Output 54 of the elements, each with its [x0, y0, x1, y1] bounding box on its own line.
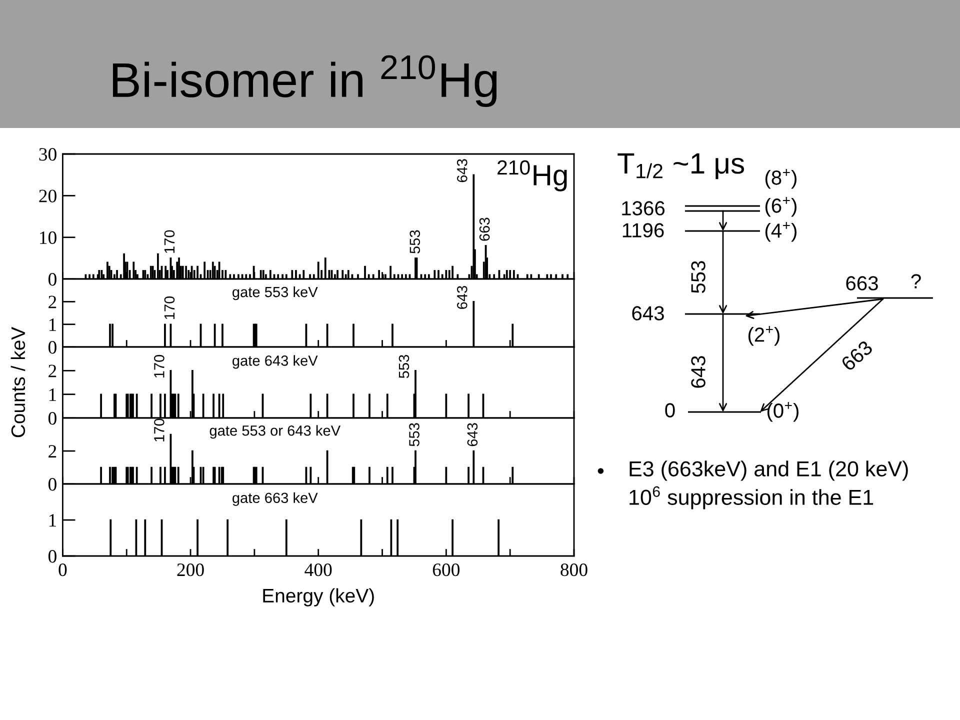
x-tick-label: 0 — [58, 563, 67, 576]
annotation: 553 — [409, 423, 420, 446]
y-tick-label: 30 — [39, 148, 56, 161]
y-tick-label: 0 — [48, 273, 56, 286]
annotation: 170 — [154, 418, 164, 442]
x-axis-title: Energy (keV) — [263, 588, 374, 606]
y-tick-label: 0 — [48, 341, 56, 354]
chart-title: gate 553 keV — [232, 286, 318, 300]
text: (6$^{+}$) — [765, 197, 796, 217]
annotation: 553 — [410, 230, 420, 254]
annotation: 170 — [164, 296, 175, 320]
annotation: 553 — [398, 354, 410, 378]
y-tick-label: 1 — [49, 388, 56, 401]
text: ? — [911, 274, 921, 288]
text: 663 — [840, 340, 874, 372]
y-tick-label: 10 — [40, 231, 56, 244]
x-tick-label: 200 — [177, 563, 204, 576]
text: (4$^{+}$) — [765, 222, 796, 242]
y-tick-label: 1 — [49, 514, 56, 527]
text: (2$^{+}$) — [748, 326, 780, 346]
x-tick-label: 400 — [304, 563, 332, 576]
text: 663 — [846, 276, 878, 290]
text: 0 — [665, 403, 675, 418]
annotation: 170 — [154, 354, 164, 378]
text: gate 643 keV — [232, 355, 318, 369]
text: 1366 — [622, 201, 665, 216]
y-tick-label: 2 — [48, 445, 56, 458]
y-tick-label: 2 — [48, 364, 56, 378]
text: 643 — [691, 356, 706, 388]
annotation: 643 — [456, 286, 468, 309]
chart-title: Bi-isomer in $^{210}$Hg — [112, 55, 497, 108]
annotation: $^{210}$Hg — [498, 160, 567, 192]
chart-title: gate 553 or 643 keV — [210, 425, 341, 439]
y-tick-label: 20 — [39, 190, 56, 202]
text: 1196 — [622, 223, 664, 238]
text: 553 — [691, 261, 706, 293]
text: (8$^{+}$) — [765, 169, 796, 189]
text: 643 — [632, 306, 664, 320]
x-tick-label: 800 — [560, 563, 588, 576]
text: gate 663 keV — [232, 492, 318, 506]
y-tick-label: 0 — [48, 478, 56, 491]
y-tick-label: 0 — [48, 550, 56, 563]
y-tick-label: 0 — [48, 412, 56, 425]
y-tick-label: 1 — [49, 318, 56, 331]
annotation: 663 — [479, 218, 490, 241]
annotation: 643 — [456, 159, 468, 182]
y-tick-label: 2 — [48, 296, 56, 308]
text: E3 (663keV) and E1 (20 keV) 10$^{6}$ suppression in the E1 — [630, 460, 908, 510]
y-axis-title: Counts / keV — [10, 326, 26, 438]
x-tick-label: 600 — [432, 563, 460, 576]
text: T$_{1/2}$ ~1 μs — [618, 153, 744, 180]
annotation: 170 — [164, 230, 175, 253]
annotation: 643 — [467, 423, 478, 446]
text: (0$^{+}$) — [767, 402, 798, 422]
